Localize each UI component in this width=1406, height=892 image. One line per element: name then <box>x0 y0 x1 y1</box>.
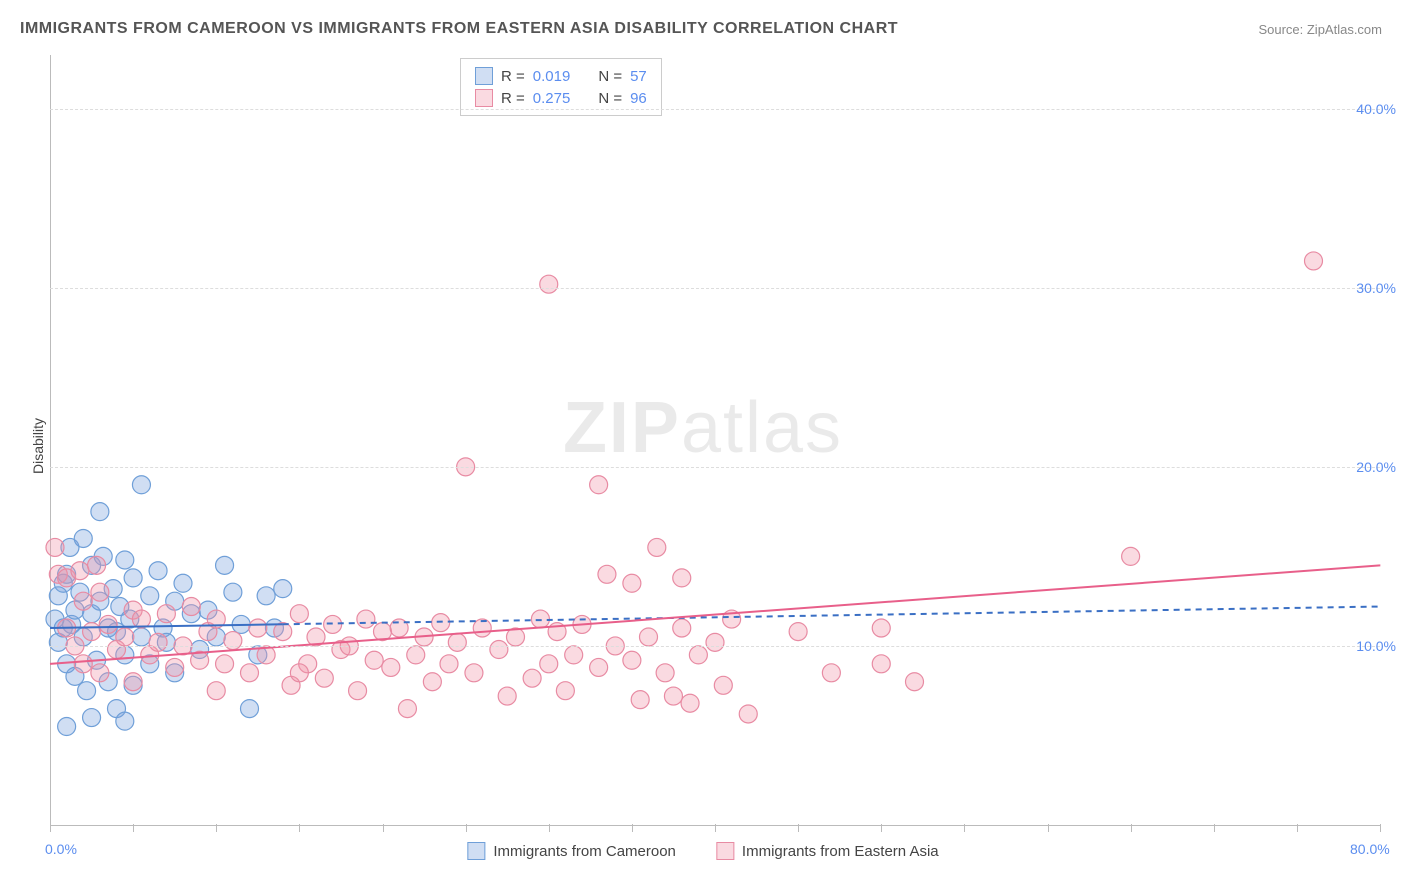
legend-correlation: R = 0.019 N = 57 R = 0.275 N = 96 <box>460 58 662 116</box>
legend-swatch-1 <box>475 89 493 107</box>
source-label: Source: <box>1258 22 1306 37</box>
y-axis-label: Disability <box>30 418 46 474</box>
chart-svg <box>50 55 1380 825</box>
chart-title: IMMIGRANTS FROM CAMEROON VS IMMIGRANTS F… <box>20 20 898 38</box>
legend-series: Immigrants from Cameroon Immigrants from… <box>467 842 938 860</box>
legend-n-label-1: N = <box>598 90 622 107</box>
legend-row-1: R = 0.275 N = 96 <box>475 87 647 109</box>
legend-r-value-1: 0.275 <box>533 90 571 107</box>
legend-n-label-0: N = <box>598 68 622 85</box>
source-attribution: Source: ZipAtlas.com <box>1258 22 1382 37</box>
source-link[interactable]: ZipAtlas.com <box>1307 22 1382 37</box>
legend-series-swatch-0 <box>467 842 485 860</box>
legend-series-1: Immigrants from Eastern Asia <box>716 842 939 860</box>
legend-series-0: Immigrants from Cameroon <box>467 842 676 860</box>
legend-r-label-1: R = <box>501 90 525 107</box>
legend-series-label-0: Immigrants from Cameroon <box>493 843 676 860</box>
legend-series-swatch-1 <box>716 842 734 860</box>
legend-row-0: R = 0.019 N = 57 <box>475 65 647 87</box>
legend-n-value-0: 57 <box>630 68 647 85</box>
legend-swatch-0 <box>475 67 493 85</box>
legend-n-value-1: 96 <box>630 90 647 107</box>
legend-r-value-0: 0.019 <box>533 68 571 85</box>
legend-series-label-1: Immigrants from Eastern Asia <box>742 843 939 860</box>
legend-r-label-0: R = <box>501 68 525 85</box>
